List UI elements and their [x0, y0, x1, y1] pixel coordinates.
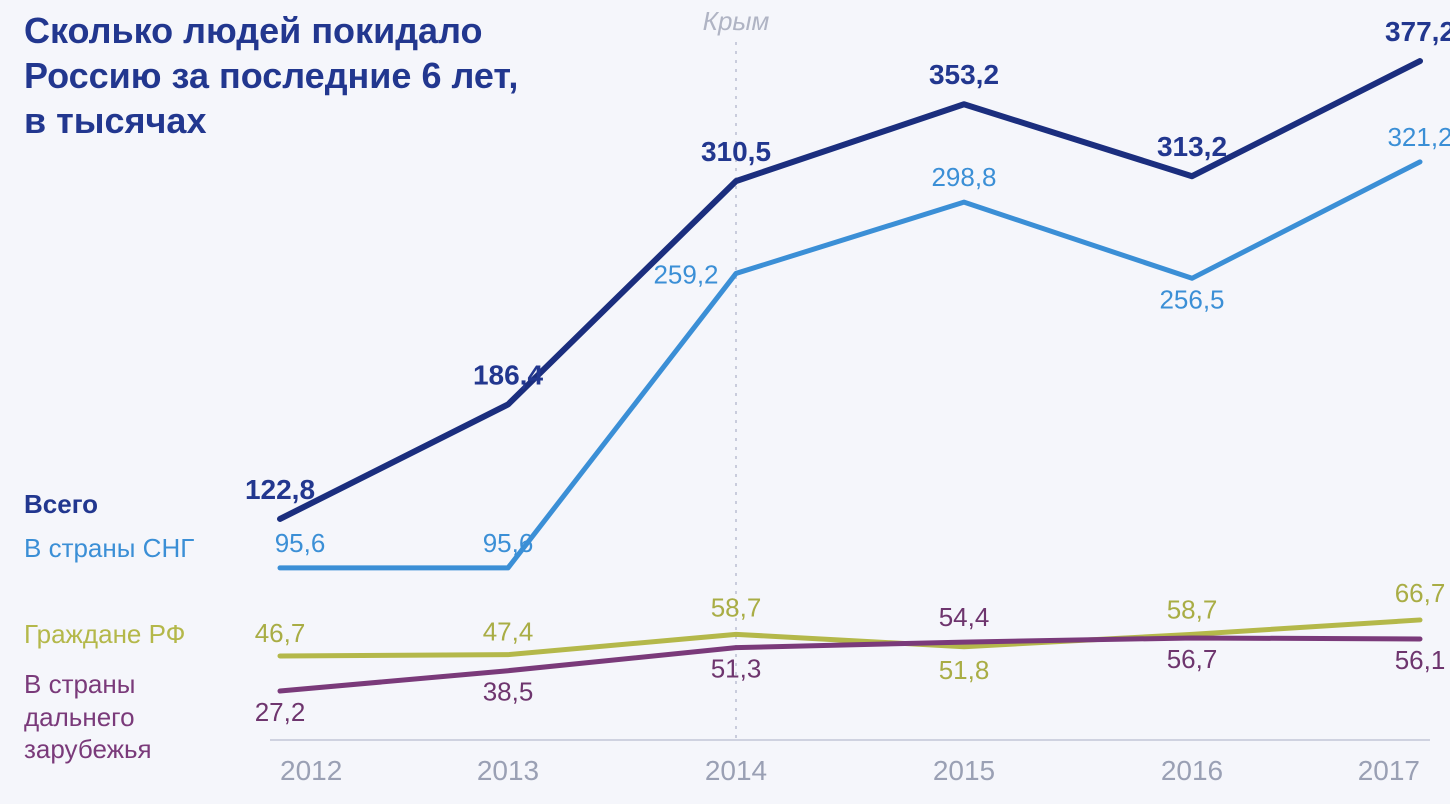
value-far-4: 56,7: [1167, 644, 1218, 674]
x-tick-2017: 2017: [1358, 755, 1420, 786]
value-citizens-1: 47,4: [483, 617, 534, 647]
x-tick-2015: 2015: [933, 755, 995, 786]
value-cis-3: 298,8: [931, 162, 996, 192]
x-tick-2013: 2013: [477, 755, 539, 786]
legend-cis: В страны СНГ: [24, 532, 194, 565]
legend-total: Всего: [24, 488, 98, 521]
x-tick-2012: 2012: [280, 755, 342, 786]
value-far-5: 56,1: [1395, 645, 1446, 675]
value-cis-0: 95,6: [275, 528, 326, 558]
value-far-2: 51,3: [711, 654, 762, 684]
series-line-far: [280, 638, 1420, 691]
value-far-0: 27,2: [255, 697, 306, 727]
value-total-5: 377,2: [1385, 16, 1450, 47]
value-citizens-2: 58,7: [711, 592, 762, 622]
value-citizens-4: 58,7: [1167, 594, 1218, 624]
value-citizens-0: 46,7: [255, 618, 306, 648]
value-total-0: 122,8: [245, 474, 315, 505]
value-total-4: 313,2: [1157, 131, 1227, 162]
value-far-3: 54,4: [939, 602, 990, 632]
line-chart: Сколько людей покидало Россию за последн…: [0, 0, 1450, 804]
value-citizens-5: 66,7: [1395, 578, 1446, 608]
annotation-label: Крым: [703, 6, 770, 36]
value-cis-2: 259,2: [653, 259, 718, 289]
value-cis-5: 321,2: [1387, 122, 1450, 152]
x-tick-2014: 2014: [705, 755, 767, 786]
value-total-2: 310,5: [701, 136, 771, 167]
series-line-cis: [280, 162, 1420, 568]
legend-citizens: Граждане РФ: [24, 618, 185, 651]
chart-svg: Крым 2012 2013 2014 2015 2016 2017 122,8 186,4 31…: [0, 0, 1450, 804]
value-total-1: 186,4: [473, 359, 543, 390]
value-citizens-3: 51,8: [939, 655, 990, 685]
x-tick-2016: 2016: [1161, 755, 1223, 786]
value-cis-4: 256,5: [1159, 284, 1224, 314]
value-total-3: 353,2: [929, 59, 999, 90]
value-cis-1: 95,6: [483, 528, 534, 558]
legend-far: В страны дальнего зарубежья: [24, 668, 152, 766]
value-far-1: 38,5: [483, 677, 534, 707]
series-line-total: [280, 61, 1420, 519]
